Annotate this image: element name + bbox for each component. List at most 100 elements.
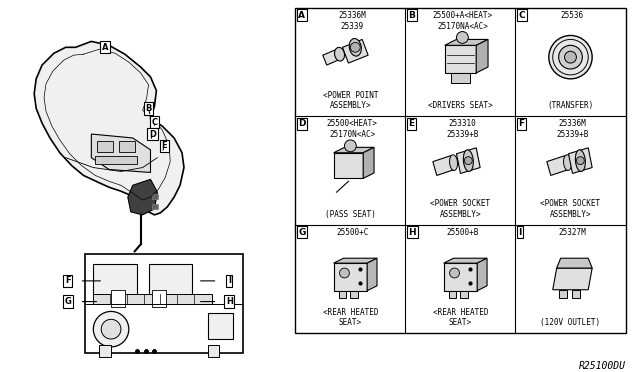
Bar <box>460 291 468 298</box>
Text: I: I <box>518 228 522 237</box>
Polygon shape <box>553 268 592 290</box>
Bar <box>111 290 125 308</box>
Polygon shape <box>444 263 477 291</box>
Circle shape <box>577 157 584 164</box>
Text: 25500+B: 25500+B <box>446 228 479 237</box>
Polygon shape <box>477 258 487 291</box>
Text: <DRIVERS SEAT>: <DRIVERS SEAT> <box>428 102 493 110</box>
Text: 253310: 253310 <box>449 119 476 128</box>
Ellipse shape <box>564 155 572 170</box>
Bar <box>350 291 358 298</box>
Text: (PASS SEAT): (PASS SEAT) <box>325 210 376 219</box>
Bar <box>207 313 233 339</box>
Text: (120V OUTLET): (120V OUTLET) <box>540 318 600 327</box>
Circle shape <box>101 319 121 339</box>
Polygon shape <box>95 156 137 164</box>
Polygon shape <box>97 141 113 152</box>
Bar <box>296 8 625 333</box>
Polygon shape <box>547 156 568 176</box>
Polygon shape <box>444 258 487 263</box>
Ellipse shape <box>575 150 586 171</box>
Bar <box>333 153 363 179</box>
Polygon shape <box>433 156 454 176</box>
Circle shape <box>456 32 468 44</box>
Circle shape <box>549 35 592 79</box>
Polygon shape <box>323 49 340 65</box>
Text: H: H <box>226 297 233 306</box>
Bar <box>445 45 476 73</box>
Text: B: B <box>408 11 415 20</box>
Text: E: E <box>408 119 415 128</box>
Text: 25500+A<HEAT>: 25500+A<HEAT> <box>433 11 492 20</box>
Text: 25170NA<AC>: 25170NA<AC> <box>437 22 488 31</box>
Bar <box>148 264 192 296</box>
Text: <POWER SOCKET
ASSEMBLY>: <POWER SOCKET ASSEMBLY> <box>430 199 490 219</box>
Text: 25500<HEAT>: 25500<HEAT> <box>327 119 378 128</box>
Circle shape <box>340 268 349 278</box>
Text: 25536: 25536 <box>561 11 584 20</box>
Text: <REAR HEATED
SEAT>: <REAR HEATED SEAT> <box>323 308 378 327</box>
Text: G: G <box>64 297 71 306</box>
Polygon shape <box>119 141 134 152</box>
Bar <box>93 294 212 304</box>
Text: C: C <box>152 118 157 127</box>
Text: <POWER POINT
ASSEMBLY>: <POWER POINT ASSEMBLY> <box>323 91 378 110</box>
Text: F: F <box>518 119 525 128</box>
Ellipse shape <box>349 39 362 56</box>
Text: G: G <box>298 228 306 237</box>
Circle shape <box>93 311 129 347</box>
Text: H: H <box>408 228 416 237</box>
Text: D: D <box>298 119 306 128</box>
Text: <POWER SOCKET
ASSEMBLY>: <POWER SOCKET ASSEMBLY> <box>540 199 600 219</box>
Bar <box>86 254 243 353</box>
Polygon shape <box>568 148 592 173</box>
Bar <box>207 345 220 357</box>
Text: 25500+C: 25500+C <box>336 228 369 237</box>
Polygon shape <box>128 179 157 215</box>
Bar <box>449 291 456 298</box>
Polygon shape <box>557 258 592 268</box>
Ellipse shape <box>335 47 344 61</box>
Polygon shape <box>363 147 374 179</box>
Polygon shape <box>476 39 488 73</box>
Bar <box>451 73 470 83</box>
Bar <box>99 345 111 357</box>
Text: 25339+B: 25339+B <box>556 130 589 139</box>
Polygon shape <box>92 134 150 173</box>
Circle shape <box>344 140 356 152</box>
Bar <box>572 290 580 298</box>
Text: A: A <box>102 43 108 52</box>
Circle shape <box>465 157 472 164</box>
Ellipse shape <box>449 155 458 170</box>
Text: <REAR HEATED
SEAT>: <REAR HEATED SEAT> <box>433 308 488 327</box>
Text: A: A <box>298 11 305 20</box>
Bar <box>152 194 158 199</box>
Text: R25100DU: R25100DU <box>579 361 625 371</box>
Bar <box>152 290 166 308</box>
Text: I: I <box>228 276 231 285</box>
Ellipse shape <box>463 150 474 171</box>
Bar <box>93 264 137 296</box>
Polygon shape <box>342 39 368 63</box>
Text: 25339: 25339 <box>340 22 364 31</box>
Polygon shape <box>456 148 480 173</box>
Polygon shape <box>333 258 377 263</box>
Text: D: D <box>149 129 156 138</box>
Text: 25339+B: 25339+B <box>446 130 479 139</box>
Polygon shape <box>333 263 367 291</box>
Circle shape <box>564 51 577 63</box>
Bar <box>339 291 346 298</box>
Circle shape <box>559 45 582 69</box>
Text: (TRANSFER): (TRANSFER) <box>547 102 594 110</box>
Bar <box>152 204 158 209</box>
Text: E: E <box>161 141 167 150</box>
Text: C: C <box>518 11 525 20</box>
Text: B: B <box>145 104 152 113</box>
Text: 25336M: 25336M <box>559 119 586 128</box>
Text: 25170N<AC>: 25170N<AC> <box>329 130 376 139</box>
Polygon shape <box>34 41 184 215</box>
Polygon shape <box>367 258 377 291</box>
Circle shape <box>449 268 460 278</box>
Polygon shape <box>333 147 374 153</box>
Circle shape <box>350 42 360 52</box>
